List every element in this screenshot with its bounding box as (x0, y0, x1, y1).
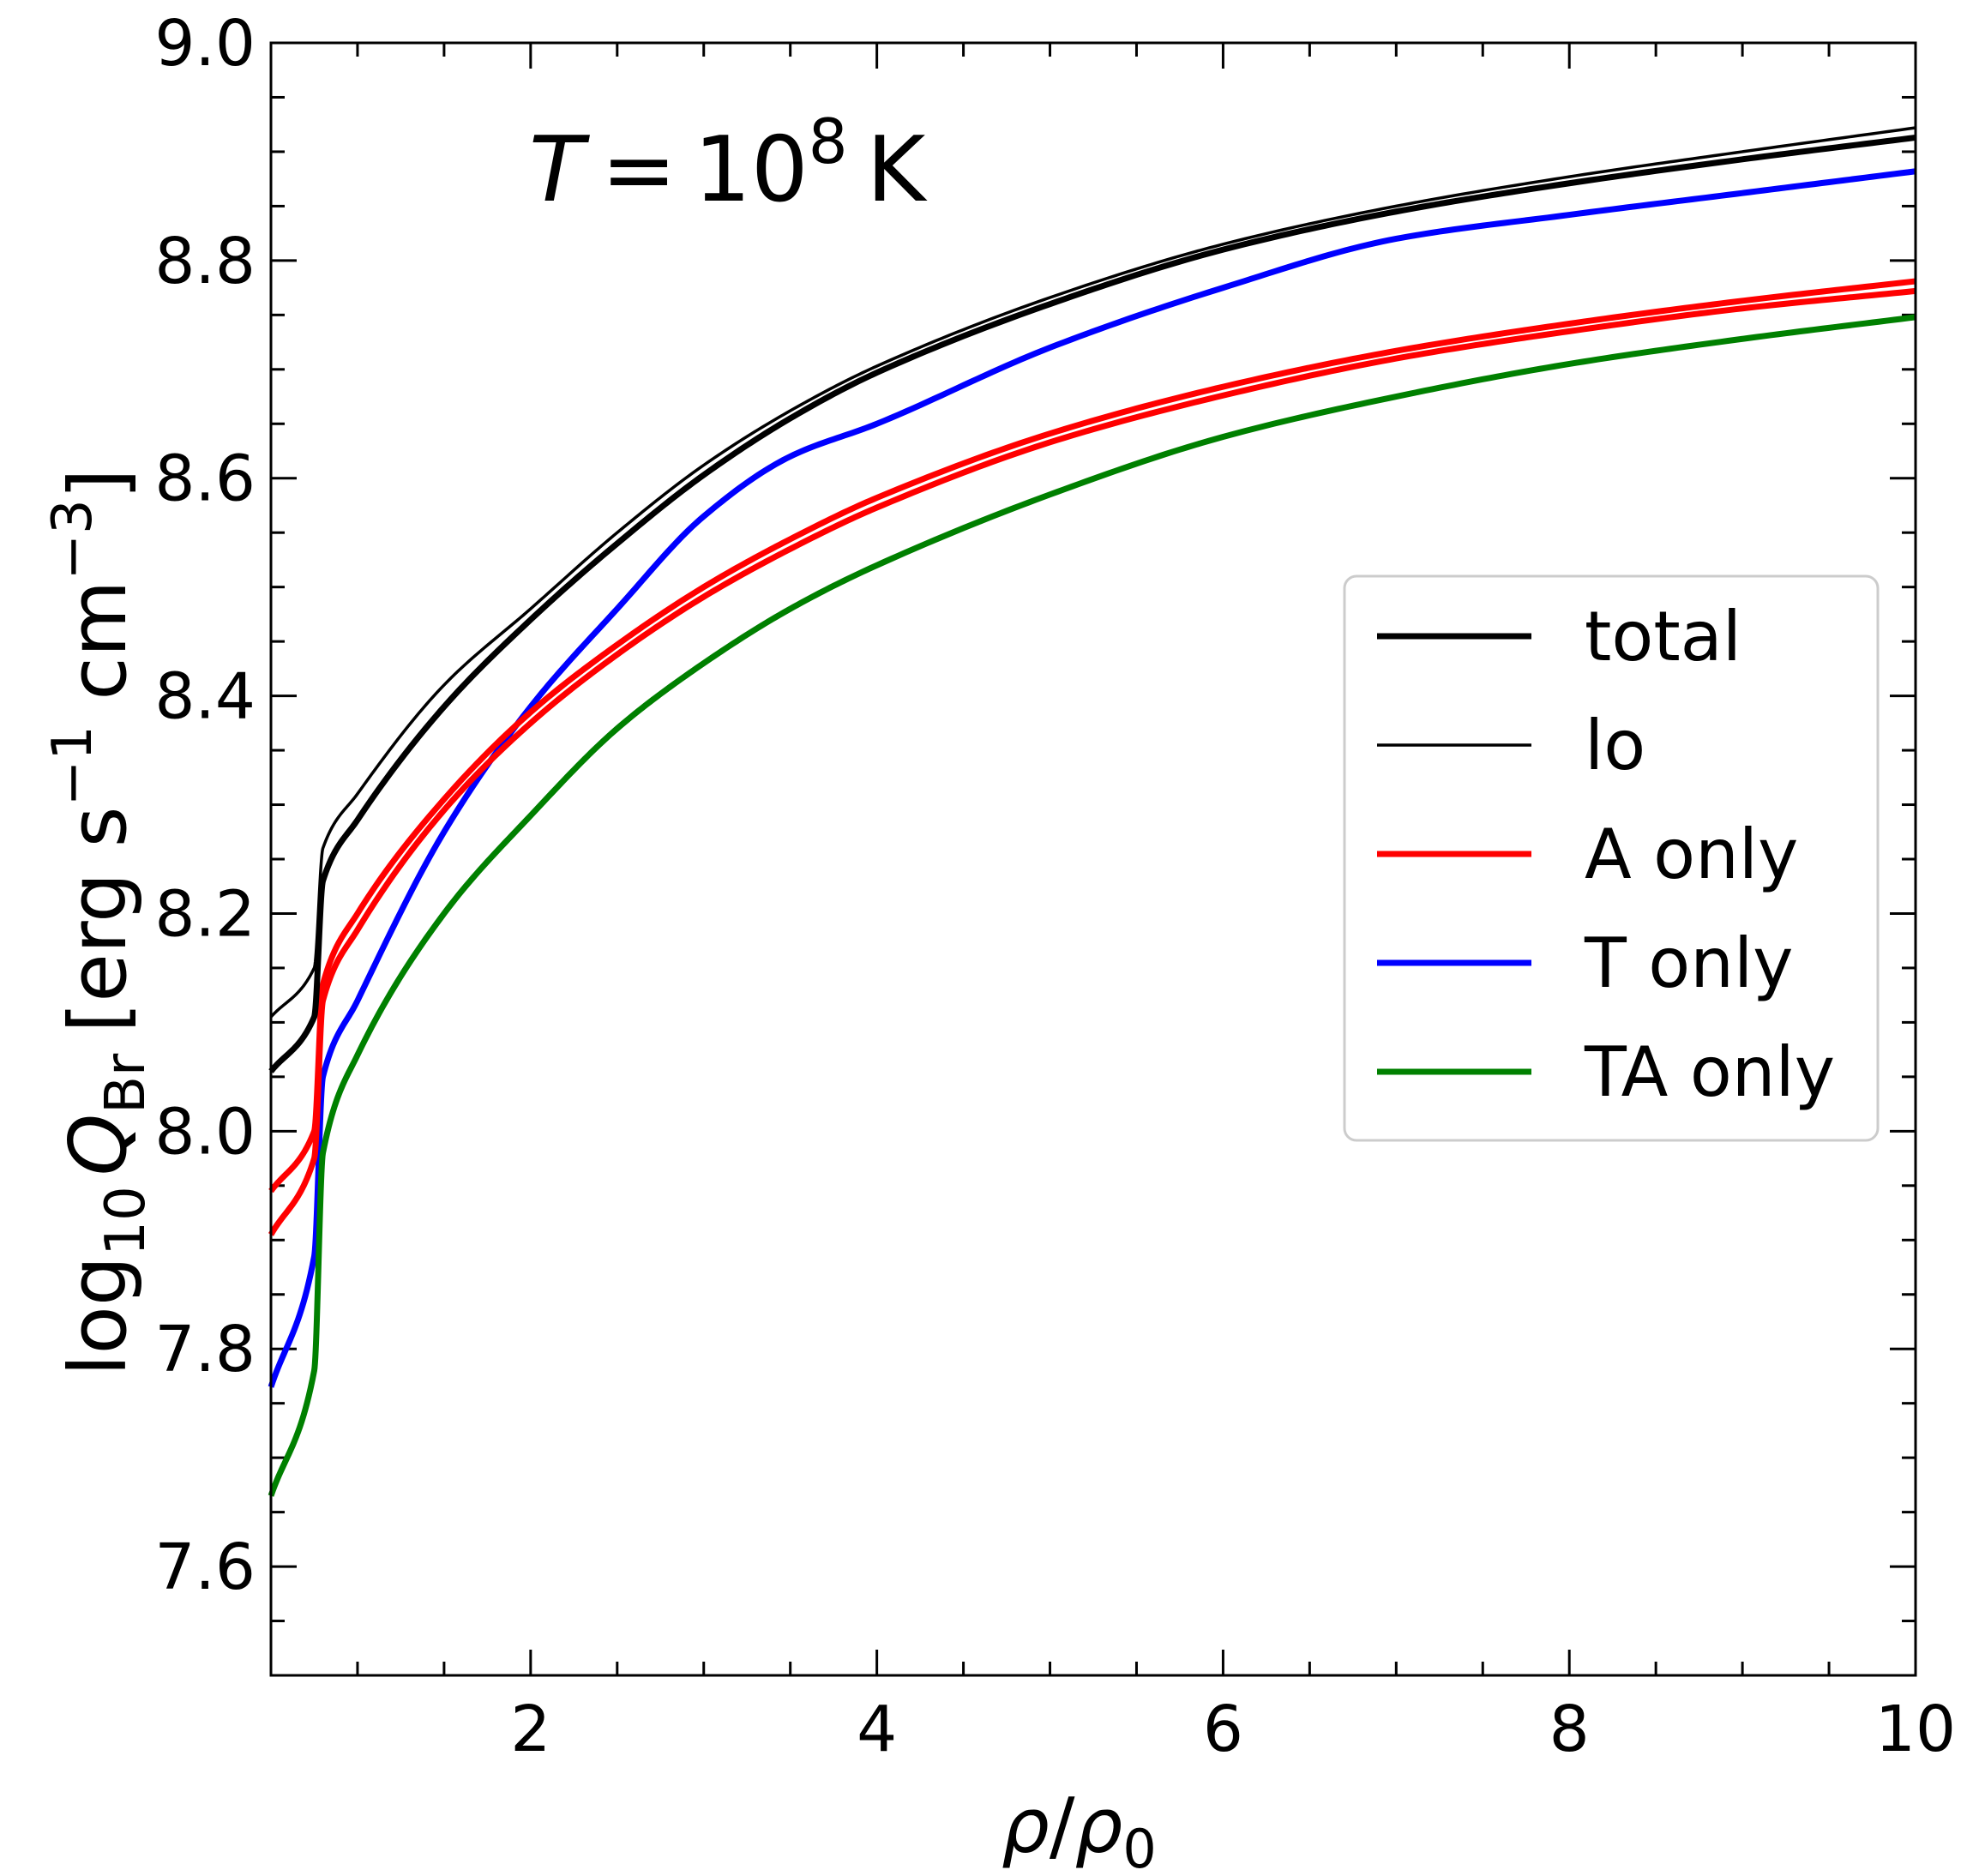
annotation-T: T (529, 117, 590, 222)
annotation-equals: = (601, 117, 677, 222)
y-tick-label: 8.8 (154, 225, 256, 298)
legend-label-total: total (1585, 597, 1741, 676)
tick-labels: 2 4 6 8 107.67.88.08.28.48.68.89.0 (154, 7, 1956, 1766)
x-tick-label: 6 (1203, 1693, 1243, 1766)
ylabel-units-open: [erg s (52, 806, 144, 1032)
x-tick-label: 4 (857, 1693, 897, 1766)
ylabel-cm-exp: −3 (41, 499, 105, 580)
y-tick-label: 7.6 (154, 1530, 256, 1604)
series-line-ta-only (268, 314, 1916, 1497)
minor-ticks (271, 43, 1916, 1675)
major-ticks (271, 41, 1917, 1675)
y-tick-label: 7.8 (154, 1313, 256, 1386)
ylabel-Q: Q (52, 1114, 144, 1176)
xlabel-rho0-sub: 0 (1122, 1818, 1156, 1876)
ylabel-cm: cm (52, 580, 144, 725)
ylabel-log: log (52, 1256, 144, 1376)
ylabel-s-exp: −1 (41, 725, 105, 806)
temperature-annotation: T = 108 K (529, 105, 929, 222)
legend: total lo A only T only TA only (1343, 574, 1880, 1142)
x-tick-label: 8 (1549, 1693, 1590, 1766)
y-axis-label: log10 QBr [erg s−1 cm−3] (41, 468, 158, 1376)
legend-label-lo: lo (1585, 706, 1645, 785)
series-line-t-only (268, 168, 1916, 1388)
y-tick-label: 9.0 (154, 7, 256, 81)
x-tick-label: 2 (510, 1693, 550, 1766)
x-tick-label: 10 (1875, 1693, 1956, 1766)
y-tick-label: 8.2 (154, 877, 256, 951)
series-layer (268, 126, 1916, 1497)
series-line-a-only-lower (268, 287, 1916, 1236)
ylabel-Q-sub: Br (94, 1053, 158, 1114)
legend-label-a-only: A only (1585, 815, 1798, 894)
xlabel-rho: ρ (1002, 1782, 1050, 1870)
series-line-a-only-upper (268, 278, 1916, 1194)
y-tick-label: 8.6 (154, 442, 256, 516)
legend-entries: total lo A only T only TA only (1377, 597, 1835, 1112)
plot-frame (269, 41, 1917, 1677)
annotation-exponent: 8 (809, 105, 848, 177)
legend-label-t-only: T only (1584, 923, 1794, 1003)
y-tick-label: 8.4 (154, 660, 256, 734)
legend-label-ta-only: TA only (1584, 1032, 1835, 1112)
ylabel-units-close: ] (52, 468, 144, 499)
xlabel-slash: / (1050, 1782, 1075, 1870)
xlabel-rho0: ρ (1075, 1782, 1123, 1870)
annotation-base: 10 (694, 117, 809, 222)
legend-box (1343, 574, 1880, 1142)
y-tick-label: 8.0 (154, 1095, 256, 1169)
ylabel-log-sub: 10 (94, 1186, 158, 1255)
series-line-lo (269, 126, 1916, 1019)
annotation-unit: K (867, 117, 929, 222)
x-axis-label: ρ/ρ0 (1002, 1782, 1157, 1876)
series-line-total (268, 134, 1916, 1073)
